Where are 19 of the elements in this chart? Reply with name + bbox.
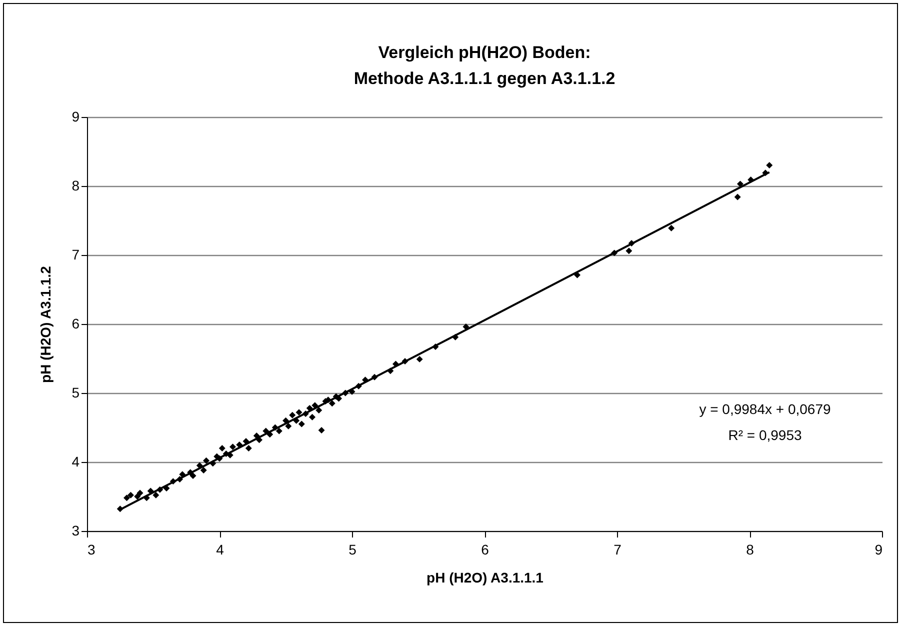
y-tick-label: 6 bbox=[72, 316, 80, 332]
y-tick-label: 8 bbox=[72, 178, 80, 194]
x-tick-label: 4 bbox=[216, 542, 224, 558]
x-tick-label: 6 bbox=[481, 542, 490, 558]
x-tick-label: 5 bbox=[348, 542, 357, 558]
annotation: R² = 0,9953 bbox=[728, 427, 802, 443]
y-axis-title: pH (H2O) A3.1.1.2 bbox=[38, 266, 54, 383]
annotation: y = 0,9984x + 0,0679 bbox=[699, 401, 831, 417]
chart-title: Vergleich pH(H2O) Boden: Methode A3.1.1.1 gegen A3.1.1.2 bbox=[354, 43, 616, 88]
y-tick-label: 3 bbox=[72, 522, 80, 538]
x-tick-label: 8 bbox=[746, 542, 754, 558]
x-axis-title: pH (H2O) A3.1.1.1 bbox=[426, 570, 544, 586]
y-tick-label: 9 bbox=[72, 108, 80, 124]
y-tick-label: 4 bbox=[72, 454, 80, 470]
x-tick-label: 3 bbox=[88, 542, 96, 558]
x-tick-label: 7 bbox=[614, 542, 622, 558]
y-tick-label: 7 bbox=[72, 246, 80, 262]
y-tick-label: 5 bbox=[72, 384, 80, 400]
x-tick-label: 9 bbox=[874, 542, 883, 558]
